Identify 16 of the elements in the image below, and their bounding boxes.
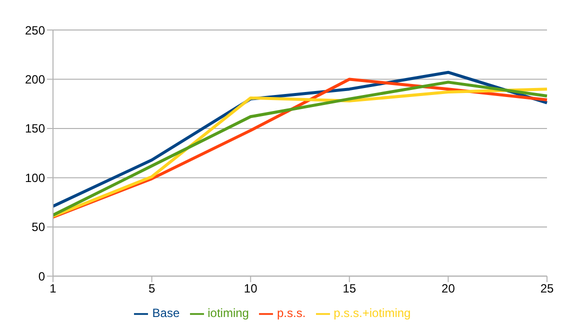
x-tick-label: 15 — [342, 282, 356, 296]
y-tick-label: 250 — [24, 23, 46, 38]
legend-label: iotiming — [208, 306, 249, 320]
x-tick-label: 25 — [540, 282, 554, 296]
y-tick-label: 100 — [24, 170, 46, 185]
legend-label: p.s.s. — [276, 306, 306, 320]
x-tick-label: 10 — [244, 282, 258, 296]
y-tick-label: 150 — [24, 122, 46, 136]
legend-label: p.s.s.+iotiming — [334, 306, 411, 320]
x-tick-label: 1 — [50, 282, 57, 296]
x-tick-label: 20 — [442, 282, 456, 296]
legend-label: Base — [152, 306, 180, 320]
y-tick-label: 50 — [32, 220, 46, 234]
y-tick-label: 0 — [38, 269, 46, 284]
x-tick-label: 5 — [148, 282, 156, 296]
y-tick-label: 200 — [24, 72, 46, 86]
